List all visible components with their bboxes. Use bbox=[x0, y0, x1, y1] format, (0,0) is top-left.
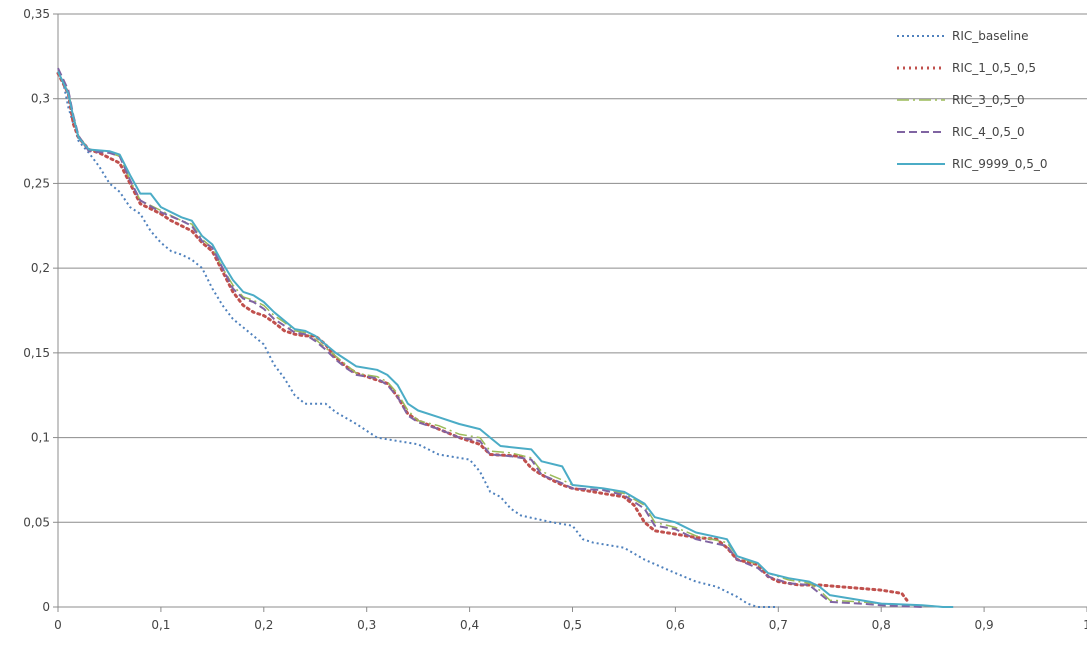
x-tick-label: 0,9 bbox=[975, 618, 994, 632]
legend-label-3: RIC_3_0,5_0 bbox=[952, 93, 1025, 107]
y-tick-label: 0,1 bbox=[31, 431, 50, 445]
x-tick-label: 0,5 bbox=[563, 618, 582, 632]
x-tick-label: 0,6 bbox=[666, 618, 685, 632]
series-lines bbox=[56, 67, 954, 608]
x-tick-label: 0,3 bbox=[357, 618, 376, 632]
legend-label-1: RIC_baseline bbox=[952, 29, 1029, 43]
legend: RIC_baseline RIC_1_0,5_0,5 RIC_3_0,5_0 RIC_… bbox=[897, 29, 1048, 171]
x-tick-label: 1 bbox=[1083, 618, 1087, 632]
x-tick-label: 0,4 bbox=[460, 618, 479, 632]
y-axis-tick-labels: 0 0,05 0,1 0,15 0,2 0,25 0,3 0,35 bbox=[23, 7, 50, 614]
series-line-2 bbox=[56, 71, 909, 602]
series-line-4 bbox=[57, 67, 923, 608]
x-tick-label: 0 bbox=[54, 618, 62, 632]
series-line-3 bbox=[57, 71, 943, 608]
series-line-1 bbox=[57, 72, 779, 608]
y-tick-label: 0 bbox=[42, 600, 50, 614]
y-tick-label: 0,2 bbox=[31, 261, 50, 275]
legend-label-5: RIC_9999_0,5_0 bbox=[952, 157, 1048, 171]
x-axis-tick-labels: 0 0,1 0,2 0,3 0,4 0,5 0,6 0,7 0,8 0,9 1 bbox=[54, 618, 1087, 632]
legend-label-2: RIC_1_0,5_0,5 bbox=[952, 61, 1036, 75]
x-tick-label: 0,8 bbox=[872, 618, 891, 632]
x-tick-label: 0,1 bbox=[151, 618, 170, 632]
series-line-5 bbox=[57, 71, 954, 608]
y-tick-label: 0,3 bbox=[31, 92, 50, 106]
legend-label-4: RIC_4_0,5_0 bbox=[952, 125, 1025, 139]
x-tick-label: 0,2 bbox=[254, 618, 273, 632]
y-tick-label: 0,25 bbox=[23, 176, 50, 190]
y-tick-label: 0,05 bbox=[23, 515, 50, 529]
y-tick-label: 0,35 bbox=[23, 7, 50, 21]
y-tick-label: 0,15 bbox=[23, 346, 50, 360]
x-tick-label: 0,7 bbox=[769, 618, 788, 632]
grid-lines bbox=[58, 13, 1087, 523]
